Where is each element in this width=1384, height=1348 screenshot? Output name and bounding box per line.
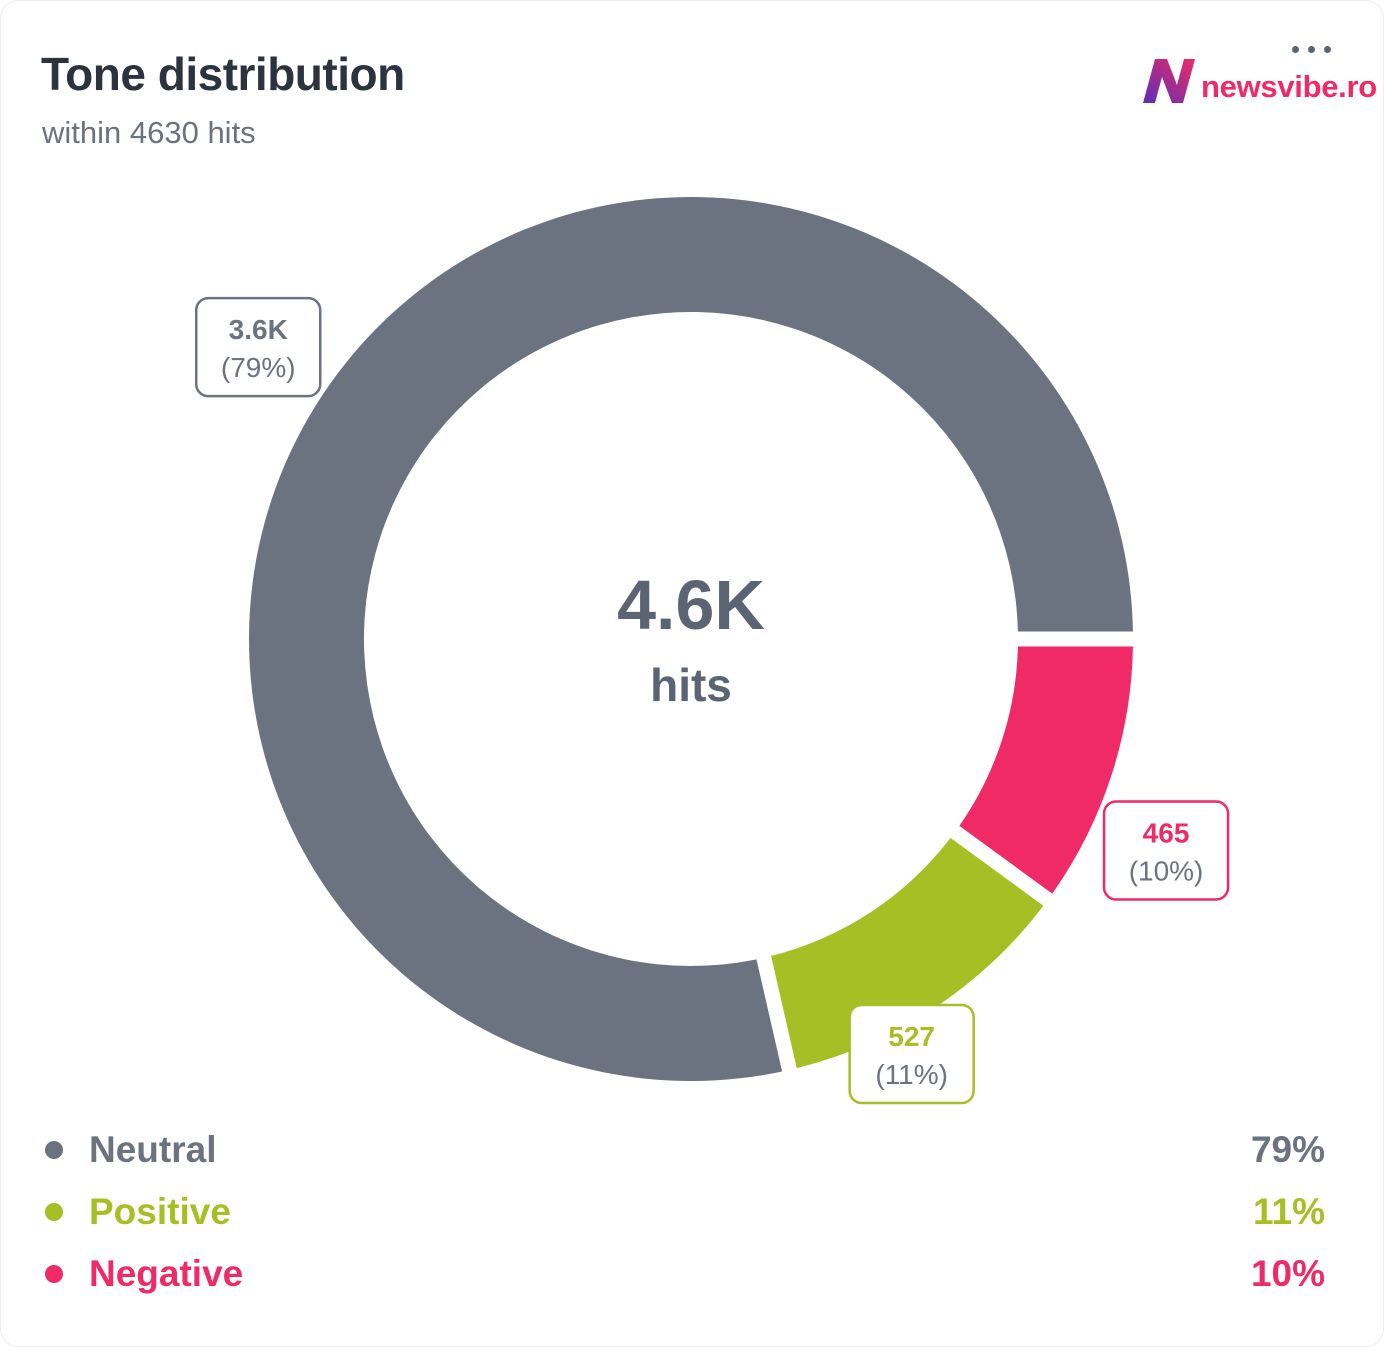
data-label-box-positive <box>848 1003 975 1105</box>
data-label-neutral: 3.6K (79%) <box>194 296 322 398</box>
legend-label-negative: Negative <box>89 1253 244 1294</box>
data-label-box-neutral <box>194 296 322 398</box>
chart-title: Tone distribution <box>41 48 405 100</box>
chart-subtitle: within 4630 hits <box>42 115 256 150</box>
legend-dot-positive <box>45 1203 63 1221</box>
legend-percent-neutral: 79% <box>1250 1129 1325 1170</box>
legend-percent-negative: 10% <box>1250 1253 1325 1294</box>
legend-dot-negative <box>45 1265 63 1283</box>
legend-label-neutral: Neutral <box>89 1129 217 1170</box>
data-label-percent-neutral: (79%) <box>221 352 296 383</box>
donut-slice-positive[interactable] <box>771 837 1044 1069</box>
legend-item-neutral[interactable]: Neutral 79% <box>41 1119 1325 1181</box>
data-label-positive: 527 (11%) <box>848 1003 975 1105</box>
logo-text: newsvibe.ro <box>1201 69 1377 104</box>
data-label-negative: 465 (10%) <box>1102 800 1230 901</box>
newsvibe-logo-icon <box>1143 59 1195 103</box>
more-dots-icon <box>1291 45 1331 53</box>
donut-slice-negative[interactable] <box>959 646 1133 894</box>
legend-label-positive: Positive <box>89 1191 231 1232</box>
data-label-percent-positive: (11%) <box>875 1059 948 1090</box>
chart-legend: Neutral 79% Positive 11% Negative 10% <box>41 1119 1325 1305</box>
legend-percent-positive: 11% <box>1252 1191 1325 1232</box>
legend-dot-neutral <box>45 1141 63 1159</box>
newsvibe-logo: newsvibe.ro <box>1141 55 1377 105</box>
data-label-percent-negative: (10%) <box>1129 856 1204 887</box>
legend-item-negative[interactable]: Negative 10% <box>41 1243 1325 1305</box>
more-options-button[interactable] <box>1283 33 1339 65</box>
data-label-box-negative <box>1102 800 1230 901</box>
center-total-label: hits <box>650 659 732 711</box>
center-total-value: 4.6K <box>617 566 765 644</box>
data-label-value-positive: 527 <box>888 1021 935 1052</box>
data-label-value-negative: 465 <box>1143 818 1190 849</box>
legend-item-positive[interactable]: Positive 11% <box>41 1181 1325 1243</box>
data-label-value-neutral: 3.6K <box>229 314 288 345</box>
